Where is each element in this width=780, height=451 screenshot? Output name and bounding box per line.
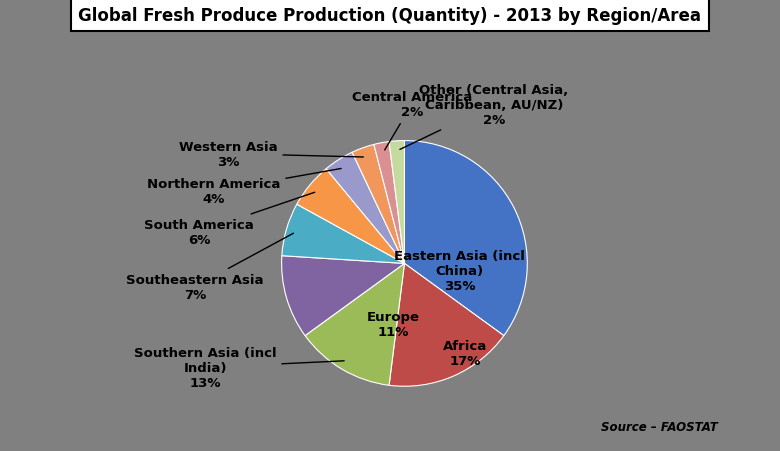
Wedge shape <box>389 141 405 264</box>
Wedge shape <box>282 256 405 336</box>
Text: Other (Central Asia,
Caribbean, AU/NZ)
2%: Other (Central Asia, Caribbean, AU/NZ) 2… <box>400 84 569 150</box>
Text: Southern Asia (incl
India)
13%: Southern Asia (incl India) 13% <box>133 346 344 389</box>
Wedge shape <box>405 141 527 336</box>
Wedge shape <box>352 145 405 264</box>
Text: Southeastern Asia
7%: Southeastern Asia 7% <box>126 234 293 301</box>
Wedge shape <box>374 142 405 264</box>
Text: Europe
11%: Europe 11% <box>367 310 420 338</box>
Wedge shape <box>326 153 405 264</box>
Text: South America
6%: South America 6% <box>144 193 315 246</box>
Text: Western Asia
3%: Western Asia 3% <box>179 140 363 168</box>
Title: Global Fresh Produce Production (Quantity) - 2013 by Region/Area: Global Fresh Produce Production (Quantit… <box>79 7 701 25</box>
Wedge shape <box>297 170 405 264</box>
Wedge shape <box>282 205 405 264</box>
Text: Africa
17%: Africa 17% <box>443 339 488 367</box>
Text: Northern America
4%: Northern America 4% <box>147 169 341 206</box>
Text: Central America
2%: Central America 2% <box>352 91 472 151</box>
Wedge shape <box>389 264 504 387</box>
Text: Source – FAOSTAT: Source – FAOSTAT <box>601 420 718 433</box>
Text: Eastern Asia (incl
China)
35%: Eastern Asia (incl China) 35% <box>394 249 525 293</box>
Wedge shape <box>305 264 405 386</box>
